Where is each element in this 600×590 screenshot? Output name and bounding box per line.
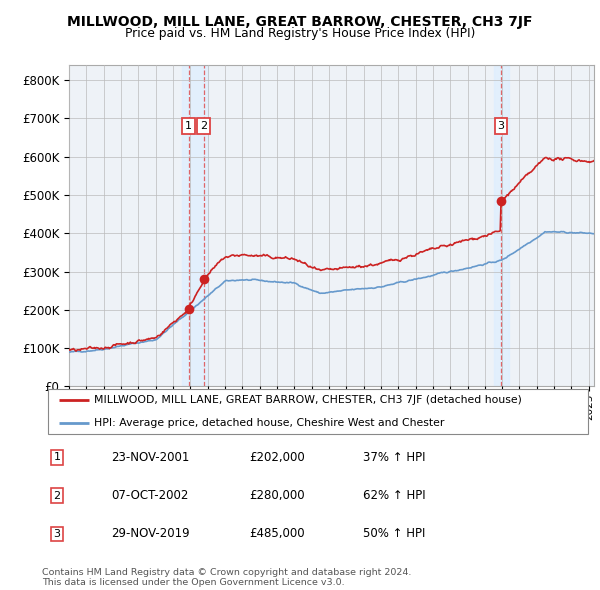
Text: 2: 2 [200,121,207,131]
Text: £202,000: £202,000 [249,451,305,464]
Text: MILLWOOD, MILL LANE, GREAT BARROW, CHESTER, CH3 7JF (detached house): MILLWOOD, MILL LANE, GREAT BARROW, CHEST… [94,395,522,405]
Text: 2: 2 [53,491,61,500]
Text: 23-NOV-2001: 23-NOV-2001 [111,451,190,464]
Text: Contains HM Land Registry data © Crown copyright and database right 2024.
This d: Contains HM Land Registry data © Crown c… [42,568,412,587]
FancyBboxPatch shape [48,389,588,434]
Text: 3: 3 [497,121,504,131]
Text: Price paid vs. HM Land Registry's House Price Index (HPI): Price paid vs. HM Land Registry's House … [125,27,475,40]
Bar [494,65,509,386]
Text: £485,000: £485,000 [249,527,305,540]
Text: £280,000: £280,000 [249,489,305,502]
Text: 50% ↑ HPI: 50% ↑ HPI [363,527,425,540]
Text: 07-OCT-2002: 07-OCT-2002 [111,489,188,502]
Text: 1: 1 [53,453,61,462]
Text: 62% ↑ HPI: 62% ↑ HPI [363,489,425,502]
Bar [182,65,208,386]
Text: 37% ↑ HPI: 37% ↑ HPI [363,451,425,464]
Text: 29-NOV-2019: 29-NOV-2019 [111,527,190,540]
Text: MILLWOOD, MILL LANE, GREAT BARROW, CHESTER, CH3 7JF: MILLWOOD, MILL LANE, GREAT BARROW, CHEST… [67,15,533,29]
Text: HPI: Average price, detached house, Cheshire West and Chester: HPI: Average price, detached house, Ches… [94,418,444,428]
Text: 1: 1 [185,121,192,131]
Text: 3: 3 [53,529,61,539]
